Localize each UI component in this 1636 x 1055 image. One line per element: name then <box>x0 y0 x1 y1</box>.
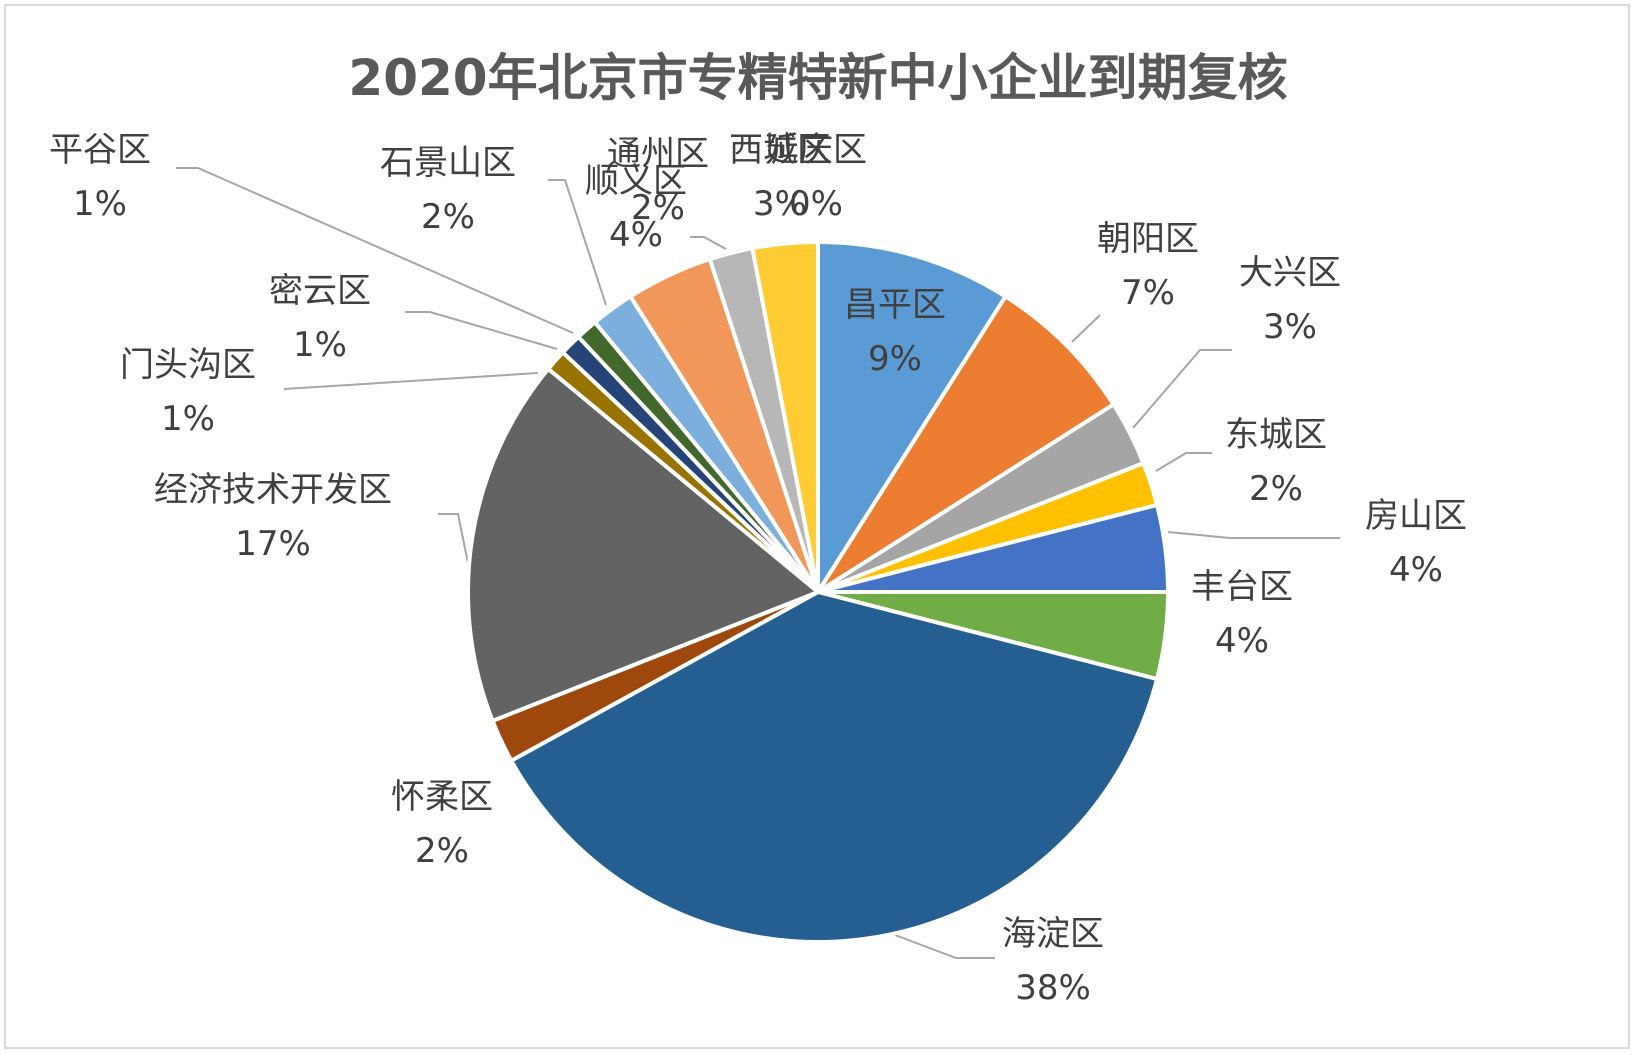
leader-line <box>1155 452 1212 472</box>
slice-labels: 昌平区 9% 朝阳区 7% 大兴区 3% 东城区 2% 房山区 4% 丰台区 4% 海淀区 38% 怀柔区 2… <box>49 130 1467 1008</box>
slice-value-label: 2% <box>415 831 469 871</box>
pie-slice <box>509 590 1159 944</box>
pie-slice <box>750 240 820 594</box>
slice-name-label: 平谷区 <box>49 130 151 170</box>
slice-name-label: 房山区 <box>1365 496 1467 536</box>
leader-line <box>283 372 539 390</box>
slice-name-label: 密云区 <box>269 271 371 311</box>
slice-name-label: 西城区 <box>729 130 831 170</box>
slice-value-label: 17% <box>235 524 311 564</box>
slice-name-label: 朝阳区 <box>1097 219 1199 259</box>
leader-line <box>1132 349 1232 429</box>
slice-value-label: 1% <box>161 399 215 439</box>
leader-lines <box>176 167 1340 959</box>
slice-name-label: 丰台区 <box>1191 567 1293 607</box>
slice-name-label: 石景山区 <box>380 143 516 183</box>
slice-value-label: 3% <box>1263 307 1317 347</box>
leader-line <box>405 311 558 350</box>
slice-name-label: 东城区 <box>1225 415 1327 455</box>
slice-value-label: 2% <box>631 188 685 228</box>
slice-value-label: 4% <box>609 215 663 255</box>
slice-value-label: 3% <box>753 184 807 224</box>
leader-line <box>176 167 574 334</box>
leader-line <box>690 236 727 250</box>
slice-value-label: 2% <box>421 197 475 237</box>
slice-name-label: 昌平区 <box>844 285 946 325</box>
leader-line <box>438 513 469 564</box>
slice-name-label: 经济技术开发区 <box>154 470 392 510</box>
slice-name-label: 顺义区 <box>585 161 687 201</box>
slice-value-label: 0% <box>789 184 843 224</box>
chart-title: 2020年北京市专精特新中小企业到期复核 <box>348 49 1288 107</box>
pie-slice <box>816 240 1008 594</box>
slice-value-label: 4% <box>1215 621 1269 661</box>
slice-value-label: 7% <box>1121 273 1175 313</box>
pie-slices <box>466 240 1170 944</box>
leader-line <box>1167 531 1340 539</box>
slice-name-label: 怀柔区 <box>391 777 493 817</box>
pie-slice <box>816 294 1116 594</box>
pie-slice <box>466 366 820 723</box>
slice-name-label: 延庆区 <box>765 130 867 170</box>
slice-name-label: 门头沟区 <box>120 345 256 385</box>
leader-line <box>1071 314 1101 343</box>
leader-line <box>548 179 607 306</box>
slice-value-label: 1% <box>73 184 127 224</box>
leader-line <box>894 934 995 959</box>
slice-name-label: 大兴区 <box>1239 253 1341 293</box>
slice-name-label: 海淀区 <box>1002 914 1104 954</box>
slice-value-label: 2% <box>1249 469 1303 509</box>
slice-name-label: 通州区 <box>607 134 709 174</box>
slice-value-label: 4% <box>1389 550 1443 590</box>
slice-value-label: 9% <box>868 339 922 379</box>
slice-value-label: 1% <box>293 325 347 365</box>
slice-value-label: 38% <box>1015 968 1091 1008</box>
